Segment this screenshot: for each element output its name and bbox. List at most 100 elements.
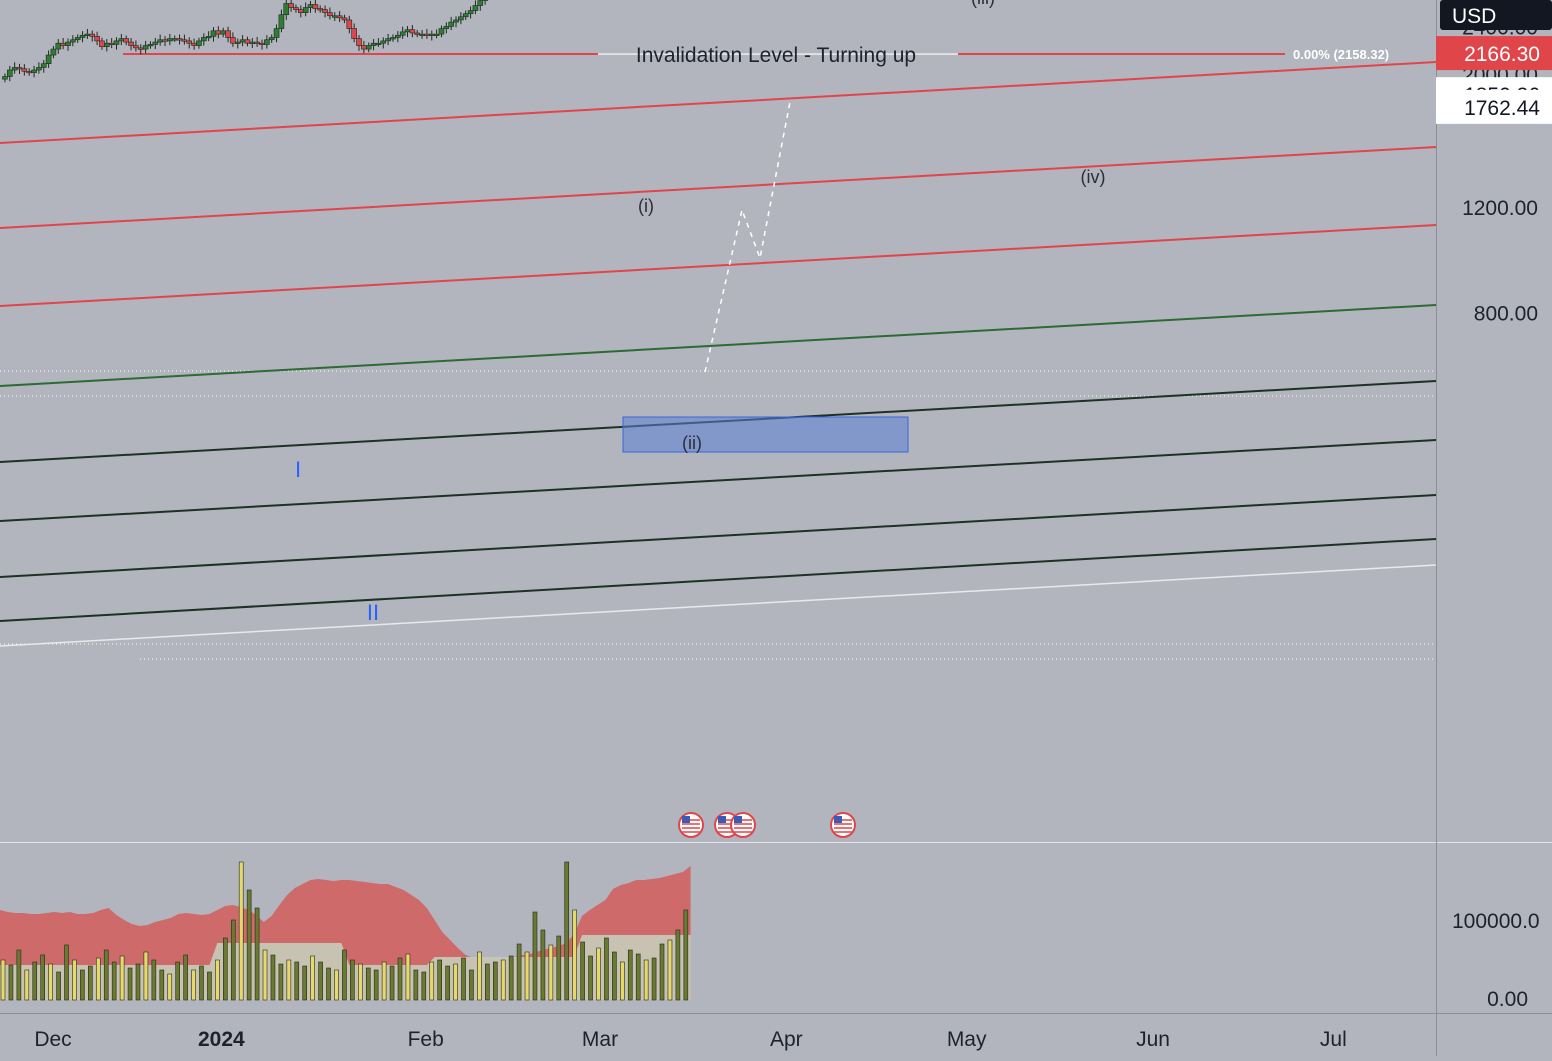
volume-bar — [437, 959, 443, 1001]
candle-body — [351, 28, 357, 39]
volume-tick-label: 0.00 — [1487, 988, 1528, 1011]
channel-line[interactable] — [0, 439, 1437, 522]
candle-body — [370, 42, 377, 46]
candle-body — [171, 38, 178, 41]
candle-body — [482, 0, 488, 1]
candle-body — [84, 33, 91, 36]
volume-bar — [612, 951, 617, 1001]
candle-body — [133, 45, 139, 49]
volume-bar — [310, 955, 315, 1001]
time-axis[interactable]: Dec 2024 Feb Mar Apr May Jun Jul — [34, 1028, 1346, 1051]
price-axis[interactable]: 5200.004800.004400.004000.003600.002800.… — [1436, 0, 1552, 1011]
candle-body — [60, 42, 66, 46]
volume-bar — [215, 959, 220, 1001]
volume-bar — [286, 959, 292, 1001]
candle-body — [104, 42, 110, 48]
candle-body — [433, 33, 440, 36]
volume-bar — [365, 967, 371, 1001]
channel-line[interactable] — [0, 304, 1437, 387]
volume-bar — [167, 973, 173, 1001]
economic-events[interactable] — [678, 812, 856, 838]
wave-labels-group: (iii)(i)(iv)(ii)III — [295, 0, 1106, 625]
candle-body — [239, 39, 246, 43]
channel-line[interactable] — [0, 224, 1437, 307]
volume-bar — [191, 969, 196, 1001]
candle-body — [322, 9, 328, 13]
projection-path[interactable] — [704, 101, 791, 373]
volume-bar — [397, 957, 403, 1001]
wave-label-iii: (iii) — [971, 0, 995, 8]
volume-bar — [88, 965, 93, 1001]
volume-bar — [0, 959, 6, 1001]
price-tick-label: 800.00 — [1474, 303, 1538, 326]
candle-body — [137, 47, 144, 50]
candle-body — [31, 69, 37, 73]
candle-body — [298, 9, 304, 13]
channel-line[interactable] — [0, 61, 1437, 144]
candle-body — [55, 42, 62, 50]
candle-body — [462, 13, 469, 18]
invalidation-label: Invalidation Level - Turning up — [636, 44, 916, 67]
candle-body — [346, 19, 353, 29]
volume-bar — [357, 963, 363, 1001]
volume-bar — [326, 967, 331, 1001]
candle-body — [268, 37, 275, 41]
candle-body — [2, 76, 8, 80]
support-zone-rect[interactable] — [622, 416, 909, 453]
us-event-flag-icon[interactable] — [830, 812, 856, 838]
candle-body — [16, 67, 23, 70]
volume-bar — [381, 961, 387, 1001]
volume-bar — [596, 947, 601, 1001]
volume-bar — [667, 939, 673, 1001]
wave-projection[interactable] — [704, 101, 791, 373]
us-event-flag-icon[interactable] — [730, 812, 756, 838]
candle-body — [205, 36, 212, 39]
volume-bar — [429, 961, 435, 1001]
candle-body — [167, 38, 173, 42]
volume-bar — [588, 955, 593, 1001]
volume-bar — [524, 951, 530, 1001]
us-event-flag-icon[interactable] — [678, 812, 704, 838]
price-tag-label: 1762.44 — [1464, 97, 1540, 120]
candle-body — [448, 21, 454, 27]
candle-body — [443, 26, 450, 29]
volume-bar — [532, 911, 538, 1001]
support-zone[interactable] — [622, 416, 909, 453]
candle-body — [220, 30, 227, 35]
channel-line[interactable] — [0, 146, 1437, 229]
candle-body — [70, 39, 76, 43]
volume-bar — [318, 961, 323, 1001]
volume-bar — [175, 961, 180, 1001]
volume-bar — [342, 949, 347, 1001]
candle-body — [210, 30, 217, 37]
wave-label-II: II — [367, 600, 379, 625]
candle-body — [118, 38, 125, 42]
candle-body — [467, 10, 474, 14]
candle-body — [273, 28, 280, 38]
price-tag[interactable] — [1436, 89, 1552, 124]
price-tag[interactable] — [1436, 36, 1552, 71]
currency-badge[interactable] — [1440, 0, 1552, 30]
candle-body — [327, 12, 333, 17]
candle-body — [215, 30, 222, 35]
candle-body — [40, 63, 47, 68]
volume-bar — [445, 965, 450, 1001]
volume-bar — [651, 957, 657, 1001]
candle-body — [278, 14, 285, 29]
time-tick-label: Jul — [1320, 1028, 1347, 1051]
volume-bar — [643, 959, 649, 1001]
channel-line[interactable] — [0, 494, 1437, 578]
fib-ext-label: 0.00% (2158.32) — [1293, 47, 1389, 62]
volume-bar — [421, 971, 427, 1001]
volume-bar — [183, 954, 188, 1001]
channel-line[interactable] — [0, 538, 1437, 622]
channel-line[interactable] — [0, 564, 1437, 647]
candle-body — [147, 44, 154, 47]
volume-bar — [40, 954, 46, 1001]
candles-group — [2, 0, 488, 83]
candle-body — [390, 37, 396, 40]
volume-bar — [572, 909, 577, 1001]
candle-body — [438, 28, 445, 35]
